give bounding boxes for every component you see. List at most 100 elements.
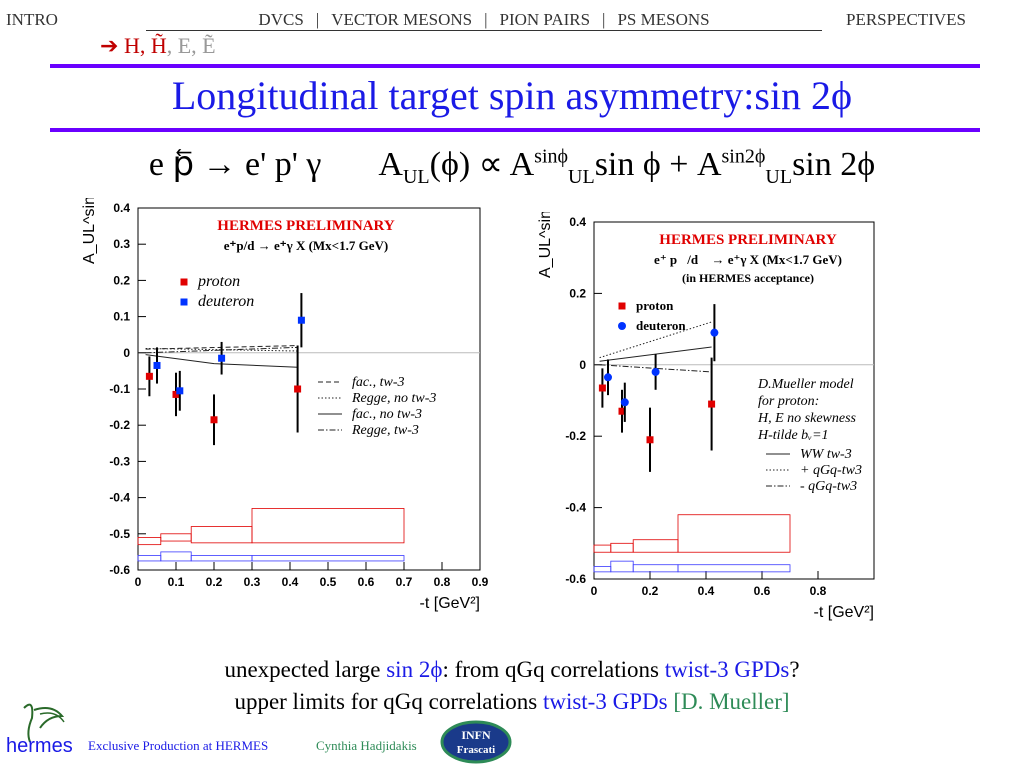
formula-term1: A — [509, 146, 535, 183]
nav-perspectives[interactable]: PERSPECTIVES — [846, 10, 966, 29]
syst-band — [677, 514, 791, 553]
nav-intro[interactable]: INTRO — [6, 10, 58, 29]
syst-band — [137, 555, 162, 562]
y-tick-label: 0.2 — [113, 273, 130, 287]
svg-text:INFN: INFN — [461, 728, 491, 742]
y-tick-label: -0.5 — [109, 527, 130, 541]
page-title: Longitudinal target spin asymmetry:sin 2… — [171, 73, 853, 118]
reaction-formula: e p⃖ → e' p' γ — [148, 146, 322, 183]
divider-bottom — [50, 128, 980, 132]
y-tick-label: 0.4 — [569, 215, 586, 229]
data-point — [153, 361, 161, 369]
y-tick-label: -0.4 — [109, 491, 130, 505]
caption-line-2: upper limits for qGq correlations twist-… — [234, 689, 790, 714]
model-curve — [145, 354, 298, 368]
chart-right: 0.4 0.2 0 -0.2 -0.4 -0.6 0 0.2 0.4 0.6 0.8 -t [GeV²… — [537, 212, 875, 621]
y-tick-label: 0 — [123, 346, 130, 360]
data-point — [172, 390, 180, 398]
chart-title: HERMES PRELIMINARY — [217, 218, 395, 234]
syst-band — [160, 551, 192, 562]
y-tick-label: 0.1 — [113, 310, 130, 324]
infn-logo: INFN Frascati — [440, 720, 512, 769]
arrow-icon: ➔ — [100, 33, 119, 58]
subnav-inactive[interactable]: , E, Ẽ — [166, 33, 216, 58]
legend-marker — [618, 322, 626, 330]
syst-band — [160, 533, 192, 542]
nav-topics: DVCS | VECTOR MESONS | PION PAIRS | PS MESONS — [146, 10, 822, 31]
y-tick-label: 0.2 — [569, 286, 586, 300]
syst-band — [251, 508, 405, 544]
y-tick-label: -0.6 — [109, 563, 130, 577]
y-axis-label: A_UL^sin2ϕ — [81, 198, 98, 264]
formula-term1-tail: sin ϕ + — [594, 146, 697, 183]
chart-left: 0.4 0.3 0.2 0.1 0 -0.1 -0.2 -0.3 -0.4 -0.5 -0.6 0 0.… — [81, 198, 489, 612]
x-tick-label: 0.2 — [642, 584, 659, 598]
model-note: H-tilde bᵥ=1 — [757, 428, 829, 443]
plot-frame — [137, 207, 481, 571]
y-tick-label: 0.4 — [113, 201, 130, 215]
model-note: for proton: — [758, 394, 819, 409]
data-point — [604, 373, 612, 382]
chart-subtitle: e⁺ p⃗/d⃗ → e⁺γ X (Mx<1.7 GeV) — [654, 252, 842, 267]
x-axis-label: -t [GeV²] — [420, 595, 480, 612]
subnav-active[interactable]: H, H̃ — [123, 33, 167, 58]
data-point — [620, 398, 629, 407]
legend-line-label: WW tw-3 — [800, 447, 852, 462]
formula-lhs-arg: (ϕ) ∝ — [429, 146, 510, 183]
footer-author: Cynthia Hadjidakis — [316, 738, 417, 753]
syst-band — [632, 564, 679, 573]
hermes-logo: hermes — [4, 698, 84, 763]
nav-dvcs[interactable]: DVCS — [258, 10, 304, 29]
data-point — [646, 436, 654, 444]
model-note: D.Mueller model — [757, 377, 854, 392]
divider-top — [50, 64, 980, 68]
legend-line-label: Regge, tw-3 — [351, 423, 419, 438]
nav-ps-mesons[interactable]: PS MESONS — [617, 10, 710, 29]
svg-text:hermes: hermes — [6, 735, 73, 757]
footer-title: Exclusive Production at HERMES — [88, 738, 269, 753]
legend-label: deuteron — [198, 293, 254, 310]
legend-marker — [180, 278, 188, 286]
nav-pion-pairs[interactable]: PION PAIRS — [499, 10, 591, 29]
formula-term2: A — [696, 146, 722, 183]
syst-band — [610, 560, 634, 573]
syst-band — [677, 564, 791, 573]
plot-frame — [593, 221, 875, 580]
y-tick-label: -0.2 — [109, 418, 130, 432]
model-curve — [145, 347, 298, 352]
legend-line-label: fac., tw-3 — [352, 375, 405, 390]
legend-label: deuteron — [636, 318, 686, 333]
nav-separator: | — [602, 10, 606, 29]
legend-label: proton — [636, 298, 674, 313]
syst-band — [190, 526, 253, 544]
chart-subtitle-2: (in HERMES acceptance) — [682, 271, 814, 285]
nav-separator: | — [484, 10, 488, 29]
x-tick-label: 0 — [591, 584, 598, 598]
x-tick-label: 0.4 — [282, 575, 299, 589]
data-point — [210, 416, 218, 424]
y-tick-label: -0.2 — [565, 429, 586, 443]
legend-line-label: Regge, no tw-3 — [351, 391, 436, 406]
x-tick-label: 0.7 — [396, 575, 413, 589]
data-point — [176, 387, 184, 395]
legend-marker — [180, 298, 188, 306]
x-tick-label: 0.2 — [206, 575, 223, 589]
formula-term2-sup: sin2ϕ — [721, 145, 766, 168]
y-tick-label: -0.4 — [565, 501, 586, 515]
caption-line-1: unexpected large sin 2ϕ: from qGq correl… — [224, 657, 800, 682]
data-point — [598, 384, 606, 392]
svg-text:Frascati: Frascati — [457, 744, 495, 756]
formula-lhs-sub: UL — [402, 165, 430, 188]
data-point — [297, 316, 305, 324]
legend-line-label: - qGq-tw3 — [800, 479, 857, 494]
legend-label: proton — [197, 273, 240, 290]
y-axis-label: A_UL^sin2ϕ — [537, 212, 554, 278]
x-tick-label: 0.8 — [810, 584, 827, 598]
formula-term1-sup: sinϕ — [534, 145, 569, 168]
nav-vector-mesons[interactable]: VECTOR MESONS — [331, 10, 473, 29]
x-axis-label: -t [GeV²] — [814, 604, 874, 621]
x-tick-label: 0.6 — [754, 584, 771, 598]
y-tick-label: 0.3 — [113, 237, 130, 251]
data-point — [618, 407, 626, 415]
syst-band — [632, 539, 679, 553]
